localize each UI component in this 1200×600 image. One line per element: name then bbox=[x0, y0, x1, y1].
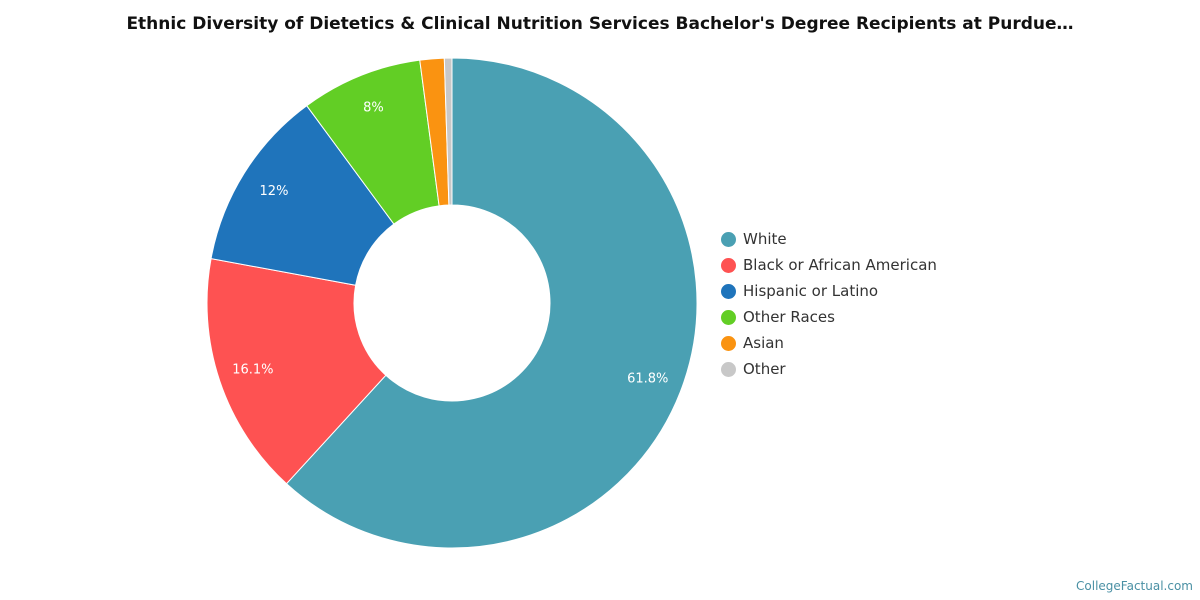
legend-item-other-races[interactable]: Other Races bbox=[721, 304, 937, 330]
legend-label: Black or African American bbox=[743, 256, 937, 274]
slice-black-or-african-american bbox=[206, 258, 387, 485]
legend-swatch-icon bbox=[721, 283, 736, 299]
legend-swatch-icon bbox=[721, 257, 736, 273]
chart-title: Ethnic Diversity of Dietetics & Clinical… bbox=[126, 14, 1074, 34]
chart-legend: White Black or African American Hispanic o… bbox=[721, 226, 937, 382]
legend-swatch-icon bbox=[721, 309, 736, 325]
slice-other bbox=[443, 57, 453, 206]
legend-label: Asian bbox=[743, 334, 784, 352]
legend-swatch-icon bbox=[721, 231, 736, 247]
slice-white bbox=[285, 57, 698, 549]
source-credit: CollegeFactual.com bbox=[1076, 579, 1193, 593]
slice-label-hispanic-or-latino: 12% bbox=[260, 184, 289, 199]
legend-label: Other Races bbox=[743, 308, 835, 326]
slice-label-white: 61.8% bbox=[627, 372, 668, 387]
slice-label-other-races: 8% bbox=[363, 101, 384, 116]
legend-label: Hispanic or Latino bbox=[743, 282, 879, 300]
legend-label: White bbox=[743, 230, 787, 248]
legend-item-asian[interactable]: Asian bbox=[721, 330, 937, 356]
legend-label: Other bbox=[743, 360, 786, 378]
legend-item-hispanic-or-latino[interactable]: Hispanic or Latino bbox=[721, 278, 937, 304]
legend-item-black-or-african-american[interactable]: Black or African American bbox=[721, 252, 937, 278]
slice-hispanic-or-latino bbox=[210, 105, 395, 286]
legend-swatch-icon bbox=[721, 335, 736, 351]
slice-label-black-or-african-american: 16.1% bbox=[232, 362, 273, 377]
legend-item-white[interactable]: White bbox=[721, 226, 937, 252]
legend-swatch-icon bbox=[721, 361, 736, 377]
legend-item-other[interactable]: Other bbox=[721, 356, 937, 382]
